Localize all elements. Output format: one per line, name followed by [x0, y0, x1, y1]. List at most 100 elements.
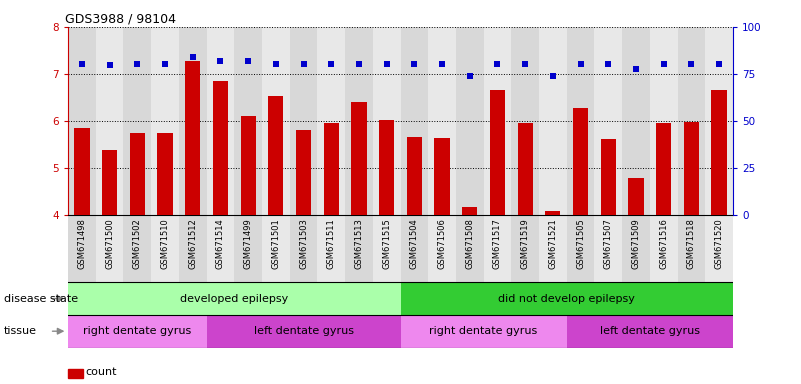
Bar: [656, 123, 671, 215]
Point: [519, 61, 532, 67]
Bar: [567, 315, 733, 348]
Bar: [102, 150, 117, 215]
Text: count: count: [86, 367, 117, 377]
Point: [436, 61, 449, 67]
Bar: [650, 215, 678, 282]
Text: GSM671514: GSM671514: [216, 218, 225, 269]
Bar: [456, 27, 484, 215]
Bar: [705, 27, 733, 215]
Bar: [484, 215, 511, 282]
Bar: [352, 102, 367, 215]
Bar: [213, 81, 228, 215]
Bar: [96, 27, 123, 215]
Bar: [268, 96, 284, 215]
Bar: [123, 27, 151, 215]
Point: [658, 61, 670, 67]
Text: tissue: tissue: [4, 326, 37, 336]
Bar: [68, 315, 207, 348]
Text: GSM671501: GSM671501: [272, 218, 280, 269]
Text: GSM671516: GSM671516: [659, 218, 668, 269]
Bar: [484, 27, 511, 215]
Bar: [678, 27, 705, 215]
Bar: [185, 61, 200, 215]
Bar: [296, 131, 311, 215]
Text: left dentate gyrus: left dentate gyrus: [600, 326, 700, 336]
Text: GSM671504: GSM671504: [410, 218, 419, 269]
Bar: [372, 215, 400, 282]
Text: right dentate gyrus: right dentate gyrus: [429, 326, 537, 336]
Bar: [705, 215, 733, 282]
Bar: [207, 27, 235, 215]
Bar: [130, 133, 145, 215]
Bar: [235, 215, 262, 282]
Point: [408, 61, 421, 67]
Bar: [622, 215, 650, 282]
Text: left dentate gyrus: left dentate gyrus: [254, 326, 353, 336]
Point: [463, 73, 476, 79]
Text: GSM671520: GSM671520: [714, 218, 723, 269]
Text: disease state: disease state: [4, 293, 78, 304]
Text: GSM671506: GSM671506: [437, 218, 446, 269]
Bar: [539, 27, 567, 215]
Text: GSM671512: GSM671512: [188, 218, 197, 269]
Bar: [711, 90, 727, 215]
Point: [103, 61, 116, 68]
Bar: [68, 27, 96, 215]
Point: [491, 61, 504, 67]
Point: [713, 61, 726, 67]
Bar: [567, 27, 594, 215]
Text: GDS3988 / 98104: GDS3988 / 98104: [65, 13, 175, 26]
Bar: [324, 123, 339, 215]
Text: GSM671502: GSM671502: [133, 218, 142, 269]
Bar: [262, 27, 290, 215]
Text: GSM671513: GSM671513: [355, 218, 364, 269]
Bar: [511, 27, 539, 215]
Bar: [594, 215, 622, 282]
Bar: [235, 27, 262, 215]
Point: [75, 61, 88, 67]
Text: developed epilepsy: developed epilepsy: [180, 293, 288, 304]
Text: GSM671503: GSM671503: [299, 218, 308, 269]
Text: GSM671515: GSM671515: [382, 218, 391, 269]
Bar: [628, 178, 643, 215]
Point: [214, 58, 227, 64]
Text: GSM671508: GSM671508: [465, 218, 474, 269]
Text: GSM671517: GSM671517: [493, 218, 502, 269]
Text: did not develop epilepsy: did not develop epilepsy: [498, 293, 635, 304]
Bar: [68, 282, 400, 315]
Point: [242, 58, 255, 64]
Bar: [317, 27, 345, 215]
Text: GSM671519: GSM671519: [521, 218, 529, 269]
Point: [352, 61, 365, 67]
Point: [131, 61, 143, 67]
Bar: [290, 215, 317, 282]
Bar: [74, 128, 90, 215]
Point: [325, 61, 338, 67]
Text: GSM671505: GSM671505: [576, 218, 585, 269]
Point: [297, 61, 310, 67]
Bar: [151, 27, 179, 215]
Bar: [400, 315, 567, 348]
Bar: [400, 215, 429, 282]
Text: GSM671500: GSM671500: [105, 218, 114, 269]
Text: GSM671518: GSM671518: [687, 218, 696, 269]
Point: [602, 61, 614, 67]
Bar: [650, 27, 678, 215]
Text: GSM671509: GSM671509: [631, 218, 641, 269]
Bar: [345, 27, 372, 215]
Text: GSM671499: GSM671499: [244, 218, 252, 269]
Bar: [262, 215, 290, 282]
Bar: [594, 27, 622, 215]
Point: [380, 61, 393, 67]
Bar: [345, 215, 372, 282]
Bar: [123, 215, 151, 282]
Bar: [379, 119, 394, 215]
Point: [546, 73, 559, 79]
Text: GSM671511: GSM671511: [327, 218, 336, 269]
Bar: [151, 215, 179, 282]
Bar: [240, 116, 256, 215]
Point: [269, 61, 282, 67]
Bar: [207, 315, 400, 348]
Bar: [207, 215, 235, 282]
Bar: [684, 122, 699, 215]
